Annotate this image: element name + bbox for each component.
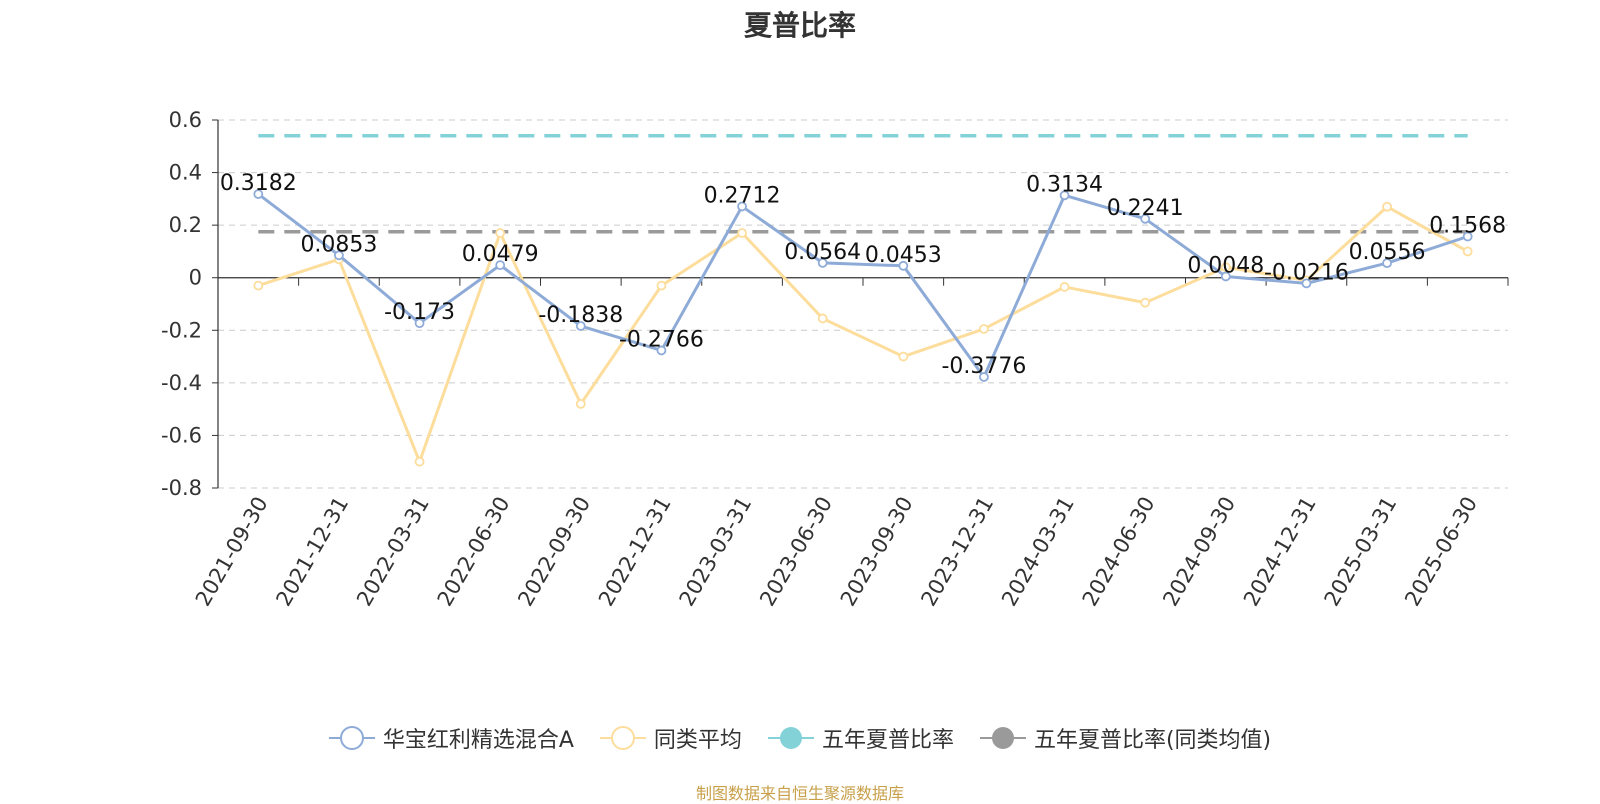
y-tick-label: 0.6 <box>169 108 202 132</box>
data-point <box>656 280 667 291</box>
data-label: 0.0453 <box>865 243 942 268</box>
data-label: -0.2766 <box>619 327 704 352</box>
data-point <box>1382 201 1392 212</box>
data-label: 0.0479 <box>462 242 539 267</box>
data-point <box>1059 190 1070 201</box>
y-tick-label: -0.8 <box>161 476 202 500</box>
x-tick-label: 2022-03-31 <box>352 493 434 611</box>
data-point <box>1462 246 1473 257</box>
x-tick-label: 2023-03-31 <box>675 493 757 611</box>
source-note: 制图数据来自恒生聚源数据库 <box>695 784 904 803</box>
x-tick-label: 2024-03-31 <box>997 493 1079 611</box>
data-label: 0.0556 <box>1349 240 1426 265</box>
data-point <box>575 321 586 331</box>
data-label: 0.2241 <box>1107 196 1184 221</box>
y-tick-label: -0.6 <box>161 423 202 447</box>
data-point <box>737 228 747 238</box>
data-label: 0.0564 <box>784 240 861 265</box>
data-point <box>817 257 828 268</box>
y-tick-label: -0.2 <box>161 318 202 342</box>
data-point <box>575 398 586 409</box>
data-point <box>1140 297 1151 308</box>
x-tick-label: 2024-09-30 <box>1158 493 1240 611</box>
data-label: 0.2712 <box>704 183 781 208</box>
y-tick-label: -0.4 <box>161 371 202 395</box>
data-point <box>334 250 344 261</box>
x-tick-label: 2023-09-30 <box>836 493 918 611</box>
legend-item[interactable]: 五年夏普比率(同类均值) <box>979 722 1272 754</box>
data-label: 0.0048 <box>1187 253 1264 278</box>
series-line <box>257 205 1469 464</box>
data-point <box>1059 282 1070 292</box>
data-label: -0.3776 <box>941 354 1026 379</box>
data-point <box>1220 271 1231 282</box>
legend-item[interactable]: 华宝红利精选混合A <box>328 722 574 754</box>
x-tick-label: 2023-06-30 <box>755 493 837 611</box>
data-point <box>979 324 989 334</box>
y-tick-label: 0 <box>189 266 202 290</box>
chart-title: 夏普比率 <box>743 9 856 42</box>
data-point <box>898 351 909 362</box>
data-point <box>495 228 506 238</box>
y-tick-label: 0.4 <box>169 161 202 185</box>
data-point <box>1301 278 1312 289</box>
x-tick-label: 2025-06-30 <box>1400 493 1482 611</box>
data-point <box>737 201 747 212</box>
series-line <box>257 192 1469 379</box>
legend-marker-icon <box>767 727 814 749</box>
data-point <box>1140 213 1151 224</box>
y-tick-label: 0.2 <box>169 213 202 237</box>
legend-marker-icon <box>979 727 1026 749</box>
data-label: 0.3182 <box>220 171 297 196</box>
data-point <box>253 189 264 199</box>
data-label: 0.3134 <box>1026 172 1103 197</box>
data-point <box>979 372 989 382</box>
data-point <box>495 260 506 271</box>
data-label: -0.1838 <box>538 303 623 328</box>
x-tick-label: 2024-06-30 <box>1078 493 1160 611</box>
x-tick-label: 2021-12-31 <box>271 493 353 611</box>
data-point <box>1220 262 1231 273</box>
data-label: -0.0216 <box>1264 260 1349 285</box>
data-point <box>253 280 264 291</box>
legend-label: 华宝红利精选混合A <box>382 728 574 753</box>
x-tick-label: 2024-12-31 <box>1239 493 1321 611</box>
data-point <box>414 456 425 467</box>
data-label: 0.0853 <box>300 232 377 257</box>
legend-label: 五年夏普比率 <box>821 728 954 753</box>
x-tick-label: 2022-12-31 <box>594 493 676 611</box>
data-point <box>1462 231 1473 242</box>
legend-label: 同类平均 <box>653 728 742 753</box>
data-point <box>817 313 828 324</box>
legend-item[interactable]: 五年夏普比率 <box>767 722 954 754</box>
data-point <box>414 318 425 329</box>
legend-label: 五年夏普比率(同类均值) <box>1033 728 1272 753</box>
data-label: -0.173 <box>384 300 455 325</box>
x-tick-label: 2022-09-30 <box>513 493 595 611</box>
legend-item[interactable]: 同类平均 <box>599 722 742 754</box>
x-tick-label: 2023-12-31 <box>916 493 998 611</box>
x-tick-label: 2021-09-30 <box>191 493 273 611</box>
data-point <box>898 260 909 271</box>
legend-marker-icon <box>599 726 646 750</box>
x-tick-label: 2022-06-30 <box>433 493 515 611</box>
legend-marker-icon <box>328 726 375 750</box>
legend: 华宝红利精选混合A 同类平均 五年夏普比率 五年夏普比率(同类均值) <box>0 722 1600 754</box>
data-point <box>1382 258 1392 268</box>
data-label: 0.1568 <box>1429 213 1506 238</box>
data-point <box>656 345 667 356</box>
x-tick-label: 2025-03-31 <box>1320 493 1402 611</box>
